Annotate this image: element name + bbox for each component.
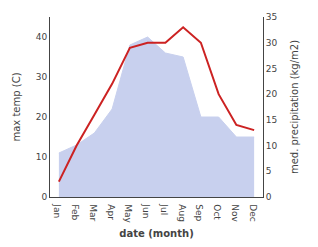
svg-text:Mar: Mar [88,204,98,221]
svg-text:max temp (C): max temp (C) [11,72,22,141]
svg-text:Jul: Jul [159,203,169,215]
svg-text:Nov: Nov [230,204,240,222]
svg-text:Aug: Aug [177,204,187,222]
svg-text:35: 35 [266,12,277,22]
svg-text:date (month): date (month) [119,228,193,239]
svg-text:0: 0 [41,192,47,202]
svg-text:Dec: Dec [248,204,258,221]
svg-text:30: 30 [36,72,48,82]
svg-text:Sep: Sep [194,204,204,221]
svg-text:25: 25 [266,64,277,74]
svg-text:Oct: Oct [212,204,222,220]
svg-text:20: 20 [266,89,278,99]
svg-text:med. precipitation (kg/m2): med. precipitation (kg/m2) [289,40,300,174]
svg-text:20: 20 [36,112,48,122]
svg-text:Jun: Jun [141,203,151,218]
svg-text:Jan: Jan [52,203,62,218]
svg-text:30: 30 [266,38,278,48]
svg-text:0: 0 [266,192,272,202]
svg-text:15: 15 [266,115,277,125]
svg-text:May: May [123,204,133,223]
svg-text:Apr: Apr [106,204,116,220]
svg-text:5: 5 [266,166,272,176]
svg-text:40: 40 [36,32,48,42]
svg-text:Feb: Feb [70,204,80,220]
svg-text:10: 10 [36,152,48,162]
svg-text:10: 10 [266,141,278,151]
